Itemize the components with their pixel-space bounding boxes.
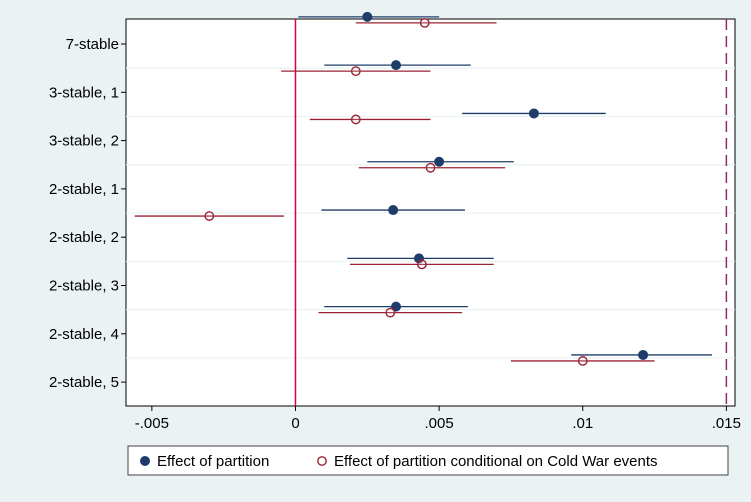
point-estimate bbox=[416, 259, 427, 270]
y-tick-label-3-stable-1: 3-stable, 1 bbox=[49, 84, 119, 101]
gridlines bbox=[126, 67, 735, 359]
point-estimate bbox=[391, 60, 402, 71]
y-tick-label-2-stable-5: 2-stable, 5 bbox=[49, 374, 119, 391]
legend-label-effect-of-partition: Effect of partition bbox=[157, 453, 269, 470]
point-estimate bbox=[391, 301, 402, 312]
series-effect-of-partition bbox=[298, 11, 713, 360]
y-tick-label-7-stable: 7-stable bbox=[66, 36, 119, 53]
legend-label-conditional-effect: Effect of partition conditional on Cold … bbox=[334, 453, 658, 470]
y-tick-label-2-stable-3: 2-stable, 3 bbox=[49, 278, 119, 295]
point-estimate bbox=[434, 156, 445, 167]
point-estimate bbox=[388, 205, 399, 216]
y-tick-label-2-stable-4: 2-stable, 4 bbox=[49, 326, 119, 343]
legend-marker-effect-of-partition bbox=[140, 456, 150, 466]
y-tick-label-2-stable-2: 2-stable, 2 bbox=[49, 229, 119, 246]
x-tick-label: -.005 bbox=[135, 415, 169, 432]
series-layer bbox=[134, 11, 713, 366]
x-tick-label: 0 bbox=[291, 415, 299, 432]
x-axis: -.005 0 .005 .01 .015 bbox=[135, 406, 741, 432]
x-tick-label: .005 bbox=[425, 415, 454, 432]
point-estimate bbox=[419, 17, 430, 28]
y-tick-label-3-stable-2: 3-stable, 2 bbox=[49, 133, 119, 150]
point-estimate bbox=[350, 114, 361, 125]
point-estimate bbox=[577, 356, 588, 366]
x-tick-label: .015 bbox=[712, 415, 741, 432]
legend-box bbox=[127, 445, 729, 476]
point-estimate bbox=[385, 307, 396, 318]
y-axis: 7-stable 3-stable, 1 3-stable, 2 2-stable, … bbox=[49, 36, 126, 391]
point-estimate bbox=[425, 162, 436, 173]
x-tick-label: .01 bbox=[572, 415, 593, 432]
series-effect-of-partition-conditional-on-cold-war-events bbox=[134, 17, 655, 366]
legend-marker-conditional-effect bbox=[317, 456, 327, 466]
point-estimate bbox=[638, 349, 649, 360]
y-tick-label-2-stable-1: 2-stable, 1 bbox=[49, 181, 119, 198]
point-estimate bbox=[528, 108, 539, 119]
point-estimate bbox=[204, 211, 215, 221]
reference-lines bbox=[294, 19, 728, 406]
point-estimate bbox=[362, 11, 373, 22]
legend: Effect of partition Effect of partition … bbox=[127, 445, 729, 476]
point-estimate bbox=[350, 66, 361, 77]
